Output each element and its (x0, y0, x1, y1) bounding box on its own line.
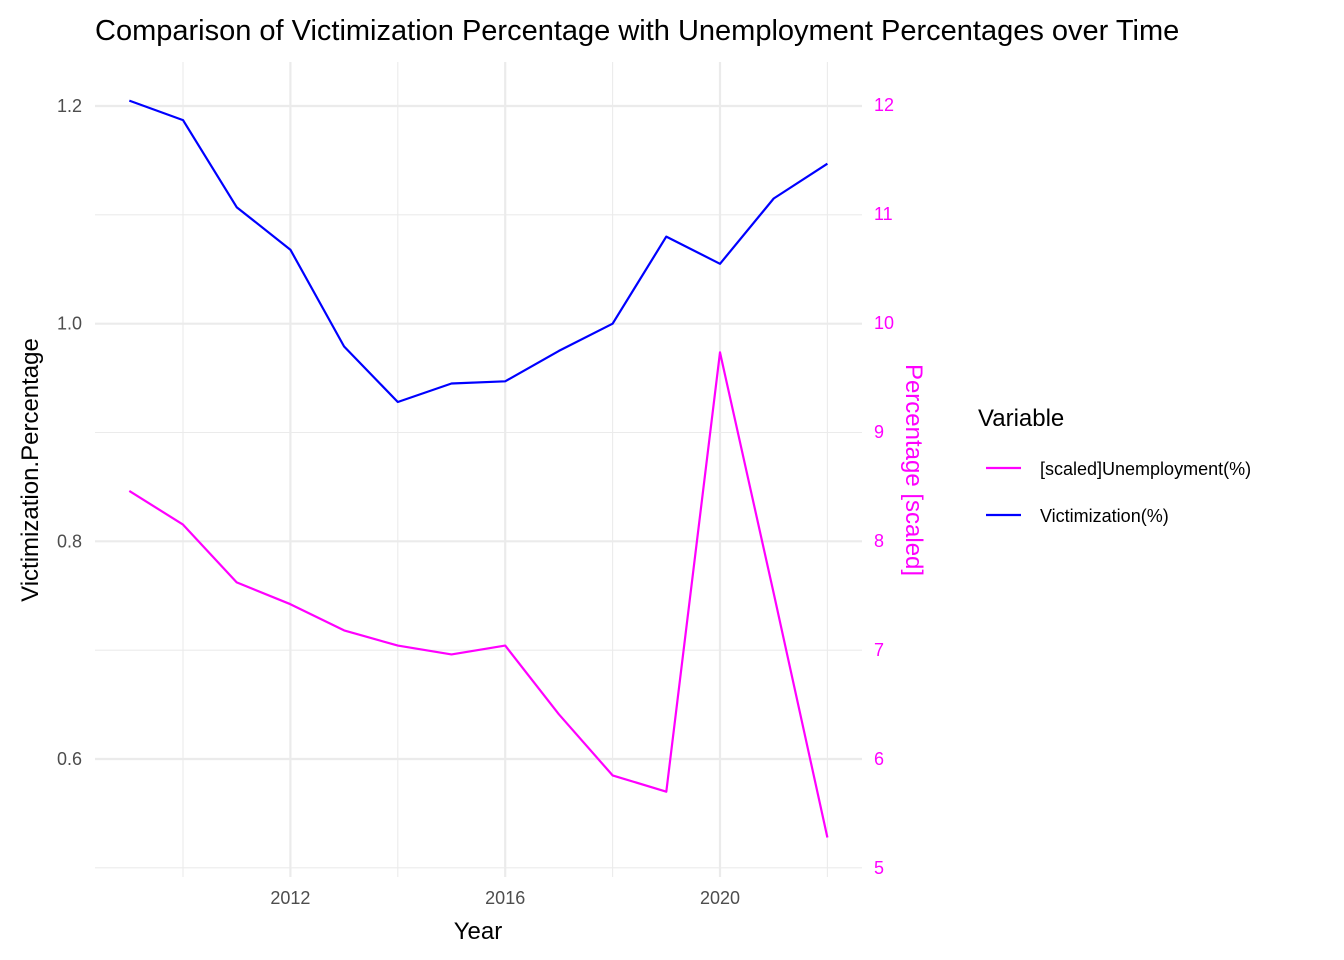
legend-items: [scaled]Unemployment(%) Victimization(%) (986, 459, 1251, 526)
y-right-tick-label: 5 (874, 858, 884, 878)
x-axis-ticks: 2012 2016 2020 (270, 888, 740, 908)
y-right-tick-label: 6 (874, 749, 884, 769)
y-right-tick-label: 9 (874, 422, 884, 442)
legend-label: Victimization(%) (1040, 506, 1169, 526)
y-axis-label: Victimization.Percentage (17, 338, 44, 602)
x-axis-label: Year (454, 918, 503, 945)
y-right-tick-label: 8 (874, 531, 884, 551)
series-lines (128, 99, 829, 838)
y-axis-right-label: Percentage [scaled] (900, 364, 927, 576)
y-right-tick-label: 10 (874, 313, 894, 333)
y-tick-label: 1.2 (57, 96, 82, 116)
y-tick-label: 1.0 (57, 314, 82, 334)
series-line-scaled-unemployment (128, 351, 829, 838)
x-tick-label: 2020 (700, 888, 740, 908)
legend-title: Variable (978, 405, 1064, 432)
x-tick-label: 2016 (485, 888, 525, 908)
x-tick-label: 2012 (270, 888, 310, 908)
y-right-tick-label: 11 (874, 204, 893, 224)
right-axis-ticks: 5 6 7 8 9 10 11 12 (874, 95, 894, 878)
y-tick-label: 0.6 (57, 749, 82, 769)
legend-label: [scaled]Unemployment(%) (1040, 459, 1251, 479)
legend: Variable [scaled]Unemployment(%) Victimiz… (978, 405, 1251, 526)
chart-title: Comparison of Victimization Percentage w… (95, 15, 1179, 47)
y-right-tick-label: 7 (874, 640, 884, 660)
series-line-victimization (128, 99, 828, 404)
major-grid (95, 62, 862, 877)
left-axis-ticks: 0.6 0.8 1.0 1.2 (57, 96, 82, 769)
y-tick-label: 0.8 (57, 531, 82, 551)
y-right-tick-label: 12 (874, 95, 894, 115)
